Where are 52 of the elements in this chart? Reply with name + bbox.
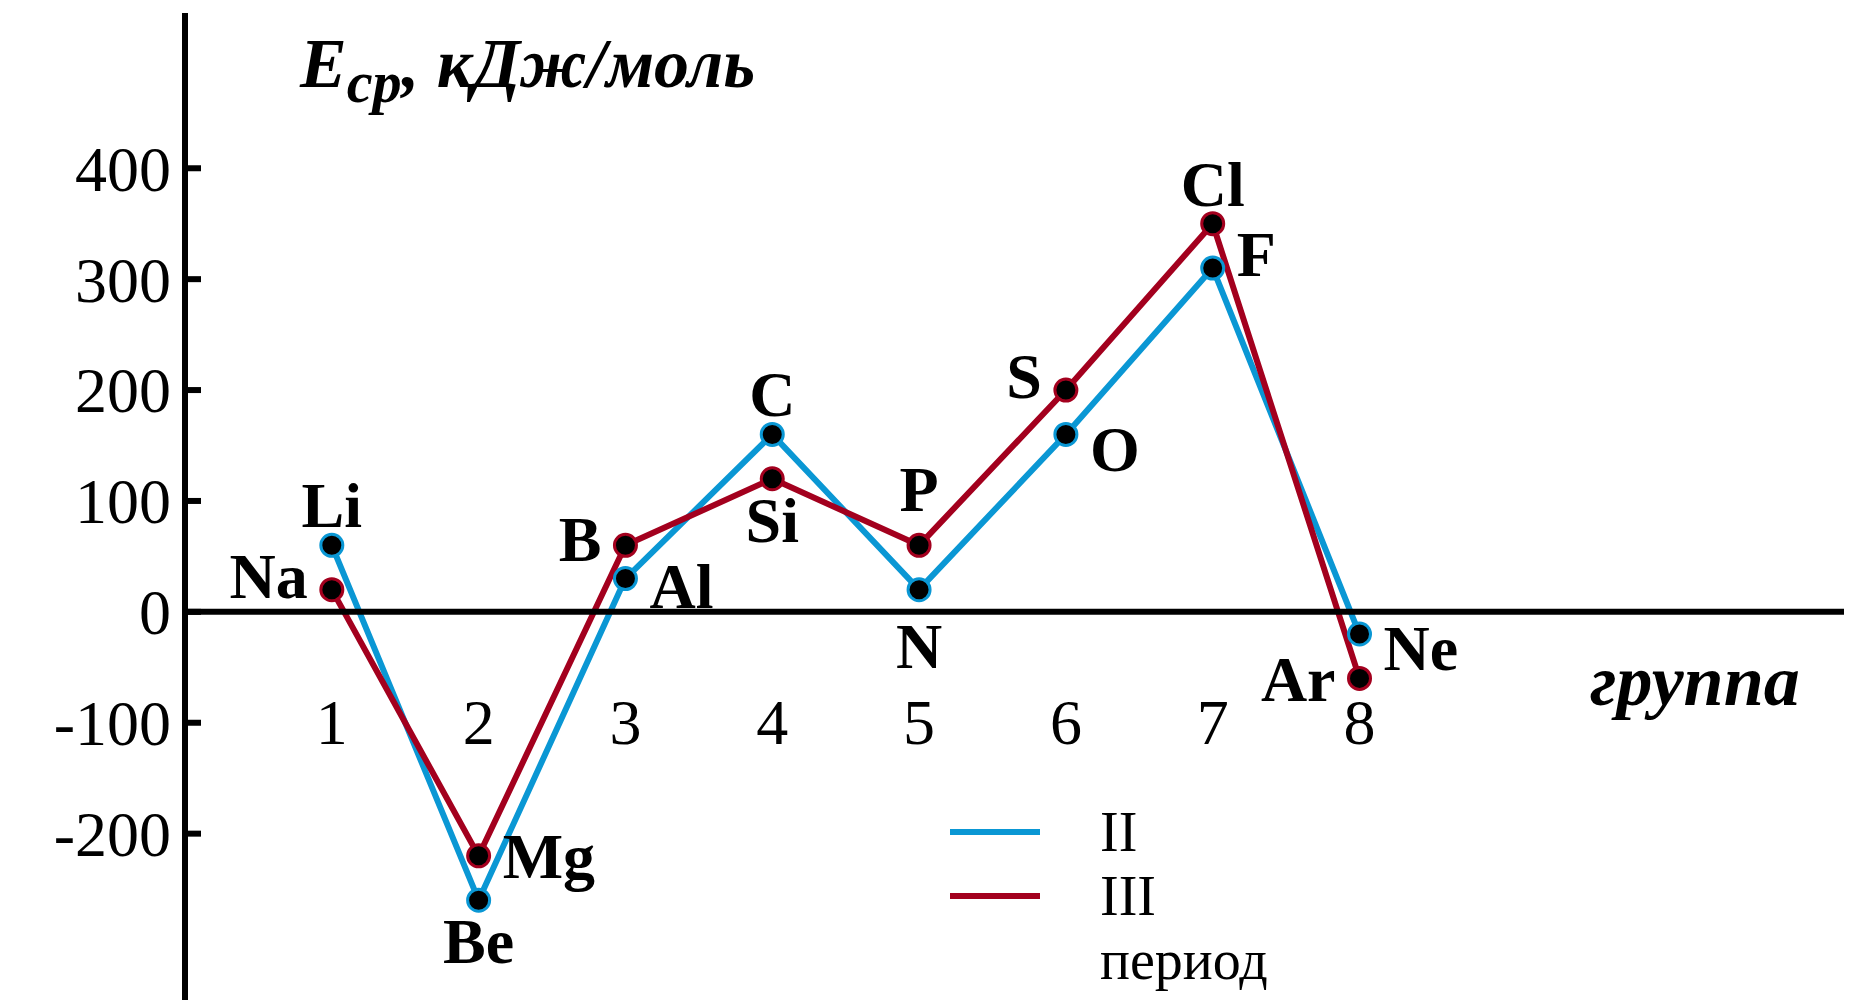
point: [319, 532, 345, 558]
legend-label: II: [1100, 800, 1138, 864]
annotation: P: [899, 454, 939, 526]
annotation: Si: [745, 484, 799, 556]
legend-title: период: [1099, 928, 1268, 992]
x-tick-label: 8: [1343, 686, 1376, 758]
x-axis-title: группа: [1590, 640, 1800, 723]
annotation: N: [895, 611, 943, 683]
annotation: O: [1089, 413, 1140, 485]
x-tick-label: 2: [462, 686, 495, 758]
annotation: Cl: [1180, 148, 1245, 220]
annotation: Li: [301, 470, 363, 542]
y-tick-label: -200: [53, 799, 171, 871]
point: [759, 466, 785, 492]
y-tick-label: -100: [53, 688, 171, 760]
annotation: F: [1236, 219, 1276, 291]
y-tick-label: 400: [75, 133, 171, 205]
y-tick-label: 200: [75, 355, 171, 427]
y-tick-label: 100: [75, 466, 171, 538]
legend-label: III: [1100, 864, 1156, 928]
x-tick-label: 4: [756, 686, 789, 758]
x-tick-label: 7: [1196, 686, 1229, 758]
annotation: Na: [229, 541, 308, 613]
x-tick-label: 1: [315, 686, 348, 758]
annotation: Ne: [1383, 613, 1459, 685]
annotation: B: [558, 503, 602, 575]
point: [466, 843, 492, 869]
point: [906, 577, 932, 603]
y-axis-title: E$_{ср}$, кДж/моль: [300, 24, 756, 117]
point: [906, 532, 932, 558]
y-tick-label: 0: [139, 577, 171, 649]
annotation: C: [749, 359, 796, 431]
point: [1200, 211, 1226, 237]
x-tick-label: 3: [609, 686, 642, 758]
annotation: S: [1006, 341, 1042, 413]
point: [1200, 255, 1226, 281]
annotation: Be: [443, 905, 515, 977]
x-tick-label: 6: [1049, 686, 1082, 758]
annotation: Ar: [1260, 643, 1336, 715]
y-tick-label: 300: [75, 244, 171, 316]
point: [612, 532, 638, 558]
point: [612, 566, 638, 592]
point: [319, 577, 345, 603]
annotation: Al: [649, 551, 714, 623]
point: [466, 887, 492, 913]
annotation: Mg: [502, 821, 596, 893]
x-tick-label: 5: [903, 686, 936, 758]
point: [1347, 665, 1373, 691]
point: [1347, 621, 1373, 647]
point: [1053, 377, 1079, 403]
point: [1053, 421, 1079, 447]
point: [759, 421, 785, 447]
